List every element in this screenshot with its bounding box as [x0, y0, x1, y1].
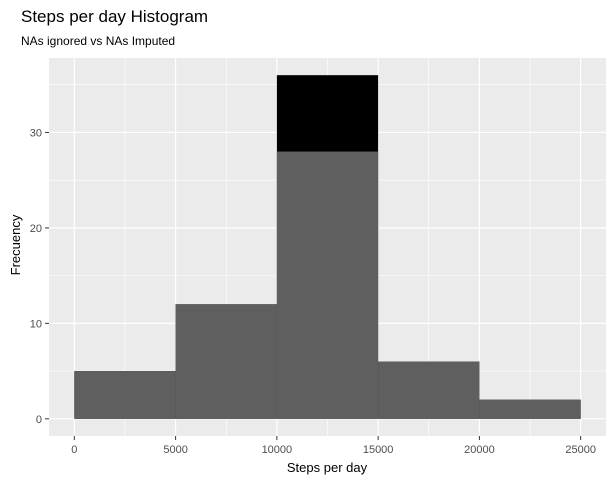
y-axis-title: Frecuency [8, 214, 23, 275]
x-tick-label: 10000 [262, 444, 293, 456]
x-axis-ticks: 0 5000 10000 15000 20000 25000 [71, 436, 596, 456]
histogram-bars [74, 75, 581, 419]
x-tick-label: 0 [71, 444, 77, 456]
x-tick-label: 15000 [363, 444, 394, 456]
histogram-bar [479, 399, 581, 419]
y-tick-label: 10 [30, 318, 42, 330]
x-axis-title: Steps per day [287, 460, 368, 475]
x-tick-label: 5000 [163, 444, 187, 456]
histogram-bar [378, 361, 480, 419]
y-tick-label: 20 [30, 223, 42, 235]
histogram-bar [276, 151, 379, 419]
x-tick-label: 25000 [565, 444, 596, 456]
y-tick-label: 0 [36, 414, 42, 426]
histogram-bar [175, 304, 277, 419]
histogram-bar [74, 371, 176, 419]
y-axis-ticks: 0 10 20 30 [30, 127, 49, 426]
y-tick-label: 30 [30, 127, 42, 139]
x-tick-label: 20000 [464, 444, 495, 456]
chart-subtitle: NAs ignored vs NAs Imputed [21, 34, 175, 48]
chart-title: Steps per day Histogram [21, 7, 208, 26]
